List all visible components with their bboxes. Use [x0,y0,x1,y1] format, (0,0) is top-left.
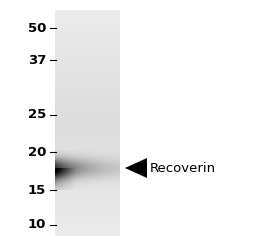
Text: Recoverin: Recoverin [150,162,216,174]
Text: 50: 50 [28,21,46,34]
Text: 25: 25 [28,108,46,122]
Polygon shape [125,158,147,178]
Text: 20: 20 [28,145,46,158]
Text: 37: 37 [28,53,46,66]
Text: 15: 15 [28,184,46,197]
Text: 10: 10 [28,218,46,231]
